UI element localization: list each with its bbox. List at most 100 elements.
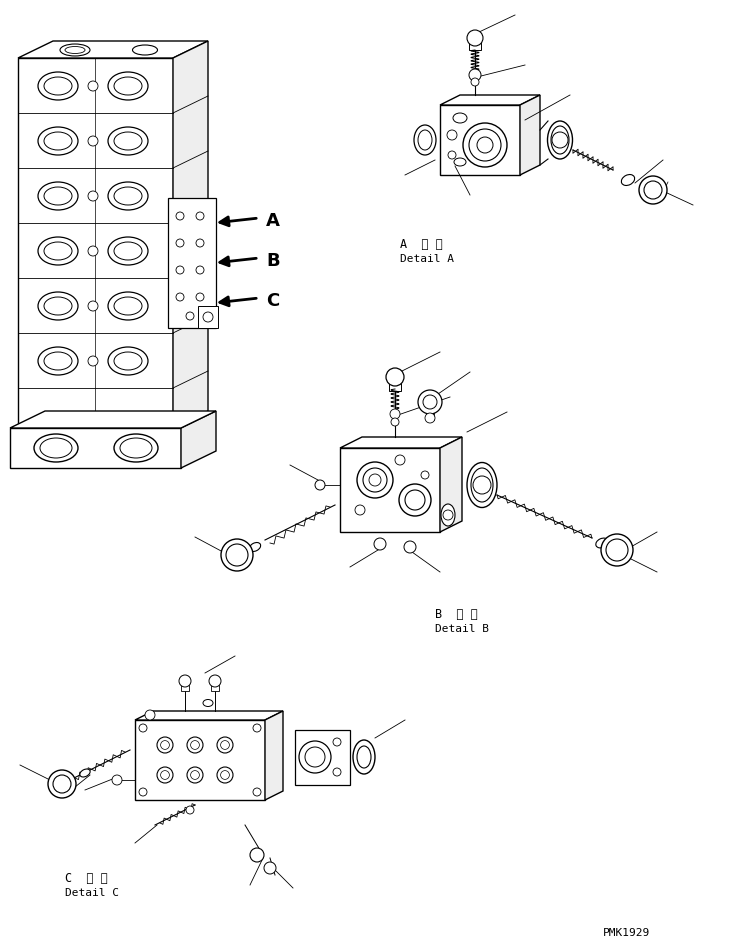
Ellipse shape: [108, 127, 148, 155]
Circle shape: [221, 770, 230, 779]
Polygon shape: [520, 95, 540, 175]
Text: C: C: [266, 292, 279, 310]
Circle shape: [217, 737, 233, 753]
Circle shape: [355, 505, 365, 515]
Circle shape: [404, 541, 416, 553]
Bar: [181, 685, 189, 691]
Polygon shape: [440, 95, 540, 105]
Circle shape: [160, 741, 169, 750]
Circle shape: [157, 737, 173, 753]
Ellipse shape: [453, 113, 467, 123]
Bar: [389, 383, 401, 391]
Text: Detail A: Detail A: [400, 254, 454, 264]
Circle shape: [447, 130, 457, 140]
Ellipse shape: [38, 237, 78, 265]
Circle shape: [601, 534, 633, 566]
Ellipse shape: [114, 132, 142, 150]
Ellipse shape: [40, 438, 72, 458]
Circle shape: [145, 710, 155, 720]
Ellipse shape: [108, 292, 148, 320]
Circle shape: [88, 81, 98, 91]
Bar: [643, 182, 663, 198]
Ellipse shape: [114, 434, 158, 462]
Circle shape: [390, 409, 400, 419]
Circle shape: [187, 767, 203, 783]
Ellipse shape: [547, 121, 572, 159]
Ellipse shape: [44, 242, 72, 260]
Polygon shape: [340, 437, 462, 448]
Ellipse shape: [471, 468, 493, 502]
Circle shape: [463, 123, 507, 167]
Ellipse shape: [114, 187, 142, 205]
Ellipse shape: [114, 242, 142, 260]
Polygon shape: [18, 58, 173, 428]
Ellipse shape: [44, 132, 72, 150]
Circle shape: [421, 471, 429, 479]
Ellipse shape: [108, 347, 148, 375]
Bar: [426, 412, 434, 420]
Circle shape: [160, 770, 169, 779]
Ellipse shape: [467, 463, 497, 507]
Circle shape: [552, 132, 568, 148]
Circle shape: [357, 462, 393, 498]
Ellipse shape: [38, 292, 78, 320]
Circle shape: [405, 490, 425, 510]
Circle shape: [139, 788, 147, 796]
Circle shape: [187, 737, 203, 753]
Circle shape: [88, 301, 98, 311]
Ellipse shape: [249, 542, 261, 552]
Circle shape: [196, 293, 204, 301]
Text: B: B: [266, 252, 280, 270]
Circle shape: [157, 767, 173, 783]
Circle shape: [425, 413, 435, 423]
Circle shape: [423, 395, 437, 409]
Circle shape: [209, 675, 221, 687]
Text: A  詳 細: A 詳 細: [400, 238, 443, 251]
Circle shape: [469, 129, 501, 161]
Bar: [198, 306, 218, 328]
Polygon shape: [135, 720, 265, 800]
Ellipse shape: [454, 158, 466, 166]
Ellipse shape: [114, 77, 142, 95]
Ellipse shape: [114, 297, 142, 315]
Polygon shape: [18, 41, 208, 58]
Text: Detail B: Detail B: [435, 624, 489, 634]
Ellipse shape: [80, 769, 90, 777]
Ellipse shape: [44, 297, 72, 315]
Ellipse shape: [60, 44, 90, 56]
Ellipse shape: [621, 175, 635, 185]
Circle shape: [176, 239, 184, 247]
Circle shape: [186, 806, 194, 814]
Circle shape: [448, 151, 456, 159]
Ellipse shape: [108, 72, 148, 100]
Polygon shape: [10, 411, 216, 428]
Bar: [295, 730, 350, 785]
Circle shape: [186, 312, 194, 320]
Polygon shape: [168, 198, 216, 328]
Ellipse shape: [44, 187, 72, 205]
Ellipse shape: [551, 126, 569, 154]
Ellipse shape: [38, 72, 78, 100]
Bar: [211, 685, 219, 691]
Circle shape: [253, 724, 261, 732]
Ellipse shape: [38, 127, 78, 155]
Ellipse shape: [114, 352, 142, 370]
Circle shape: [333, 768, 341, 776]
Circle shape: [190, 770, 200, 779]
Circle shape: [395, 455, 405, 465]
Circle shape: [196, 212, 204, 220]
Circle shape: [399, 484, 431, 516]
Circle shape: [48, 770, 76, 798]
Circle shape: [190, 741, 200, 750]
Circle shape: [196, 266, 204, 274]
Circle shape: [112, 775, 122, 785]
Ellipse shape: [414, 125, 436, 155]
Ellipse shape: [596, 538, 608, 548]
Ellipse shape: [203, 699, 213, 707]
Circle shape: [176, 266, 184, 274]
Circle shape: [88, 246, 98, 256]
Circle shape: [386, 368, 404, 386]
Ellipse shape: [120, 438, 152, 458]
Ellipse shape: [353, 740, 375, 774]
Circle shape: [176, 212, 184, 220]
